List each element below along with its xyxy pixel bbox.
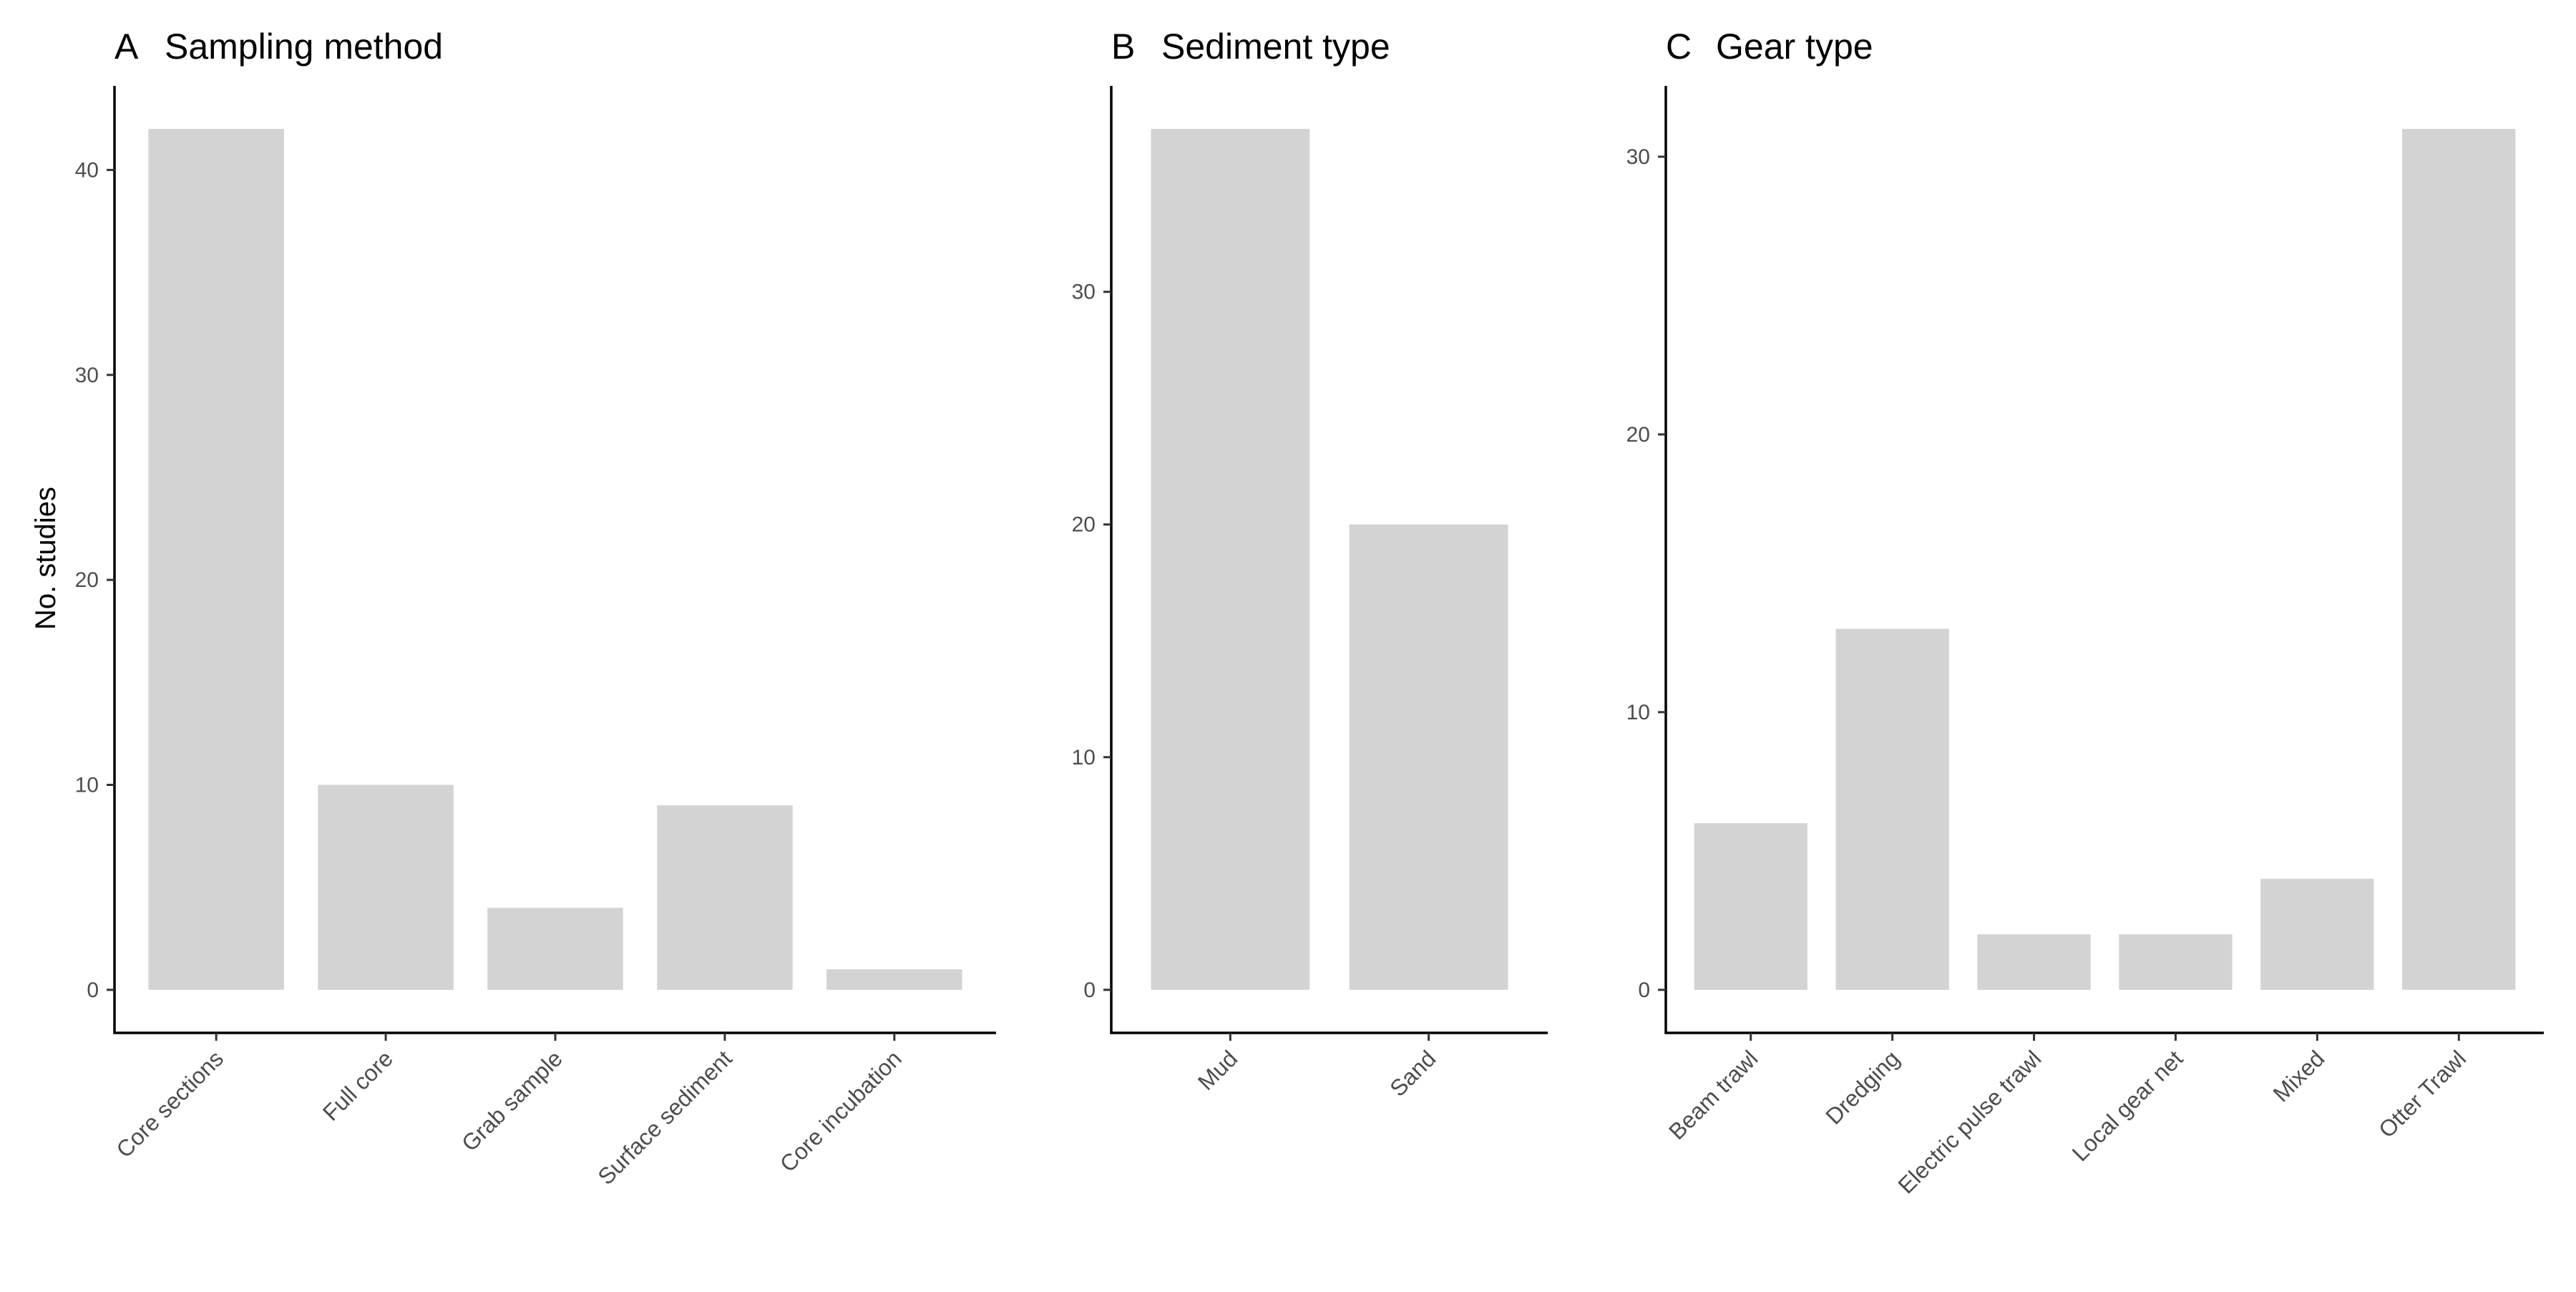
panel-a-letter: A — [114, 26, 139, 67]
bar-b-1 — [1349, 524, 1508, 990]
panel-b-title: Sediment type — [1161, 26, 1390, 67]
y-tick-label-a-30: 30 — [75, 364, 99, 387]
bar-a-4 — [826, 969, 962, 990]
y-tick-label-a-40: 40 — [75, 158, 99, 182]
panel-a-title: Sampling method — [165, 26, 443, 67]
x-tick-label-a-4: Core incubation — [775, 1045, 907, 1177]
y-tick-label-a-10: 10 — [75, 774, 99, 797]
x-tick-label-c-2: Electric pulse trawl — [1893, 1045, 2046, 1198]
panel-c-title: Gear type — [1716, 26, 1873, 67]
bar-c-2 — [1977, 934, 2091, 990]
y-tick-label-b-30: 30 — [1072, 281, 1096, 304]
bar-a-2 — [487, 908, 623, 990]
bar-c-5 — [2402, 129, 2516, 990]
panel-b-letter: B — [1111, 26, 1135, 67]
bar-a-1 — [318, 785, 454, 990]
y-tick-label-c-20: 20 — [1626, 423, 1650, 447]
x-tick-label-c-3: Local gear net — [2067, 1045, 2188, 1166]
x-tick-label-a-2: Grab sample — [457, 1045, 567, 1156]
x-tick-label-b-1: Sand — [1385, 1045, 1440, 1101]
bar-a-3 — [657, 805, 793, 990]
bar-c-3 — [2119, 934, 2233, 990]
y-tick-label-a-0: 0 — [87, 978, 99, 1002]
y-tick-label-b-20: 20 — [1072, 513, 1096, 537]
bar-c-0 — [1694, 823, 1807, 990]
x-tick-label-a-3: Surface sediment — [592, 1045, 737, 1190]
x-tick-label-c-4: Mixed — [2268, 1045, 2330, 1107]
x-tick-label-c-5: Otter Trawl — [2373, 1045, 2471, 1142]
x-tick-label-b-0: Mud — [1193, 1045, 1242, 1094]
y-axis-title: No. studies — [30, 487, 62, 630]
y-tick-label-b-0: 0 — [1083, 978, 1096, 1002]
x-tick-label-a-0: Core sections — [111, 1045, 228, 1162]
y-tick-label-b-10: 10 — [1072, 746, 1096, 769]
y-tick-label-c-30: 30 — [1626, 145, 1650, 169]
bar-c-4 — [2260, 878, 2374, 990]
x-tick-label-c-0: Beam trawl — [1664, 1045, 1763, 1145]
y-tick-label-c-10: 10 — [1626, 701, 1650, 724]
bar-b-0 — [1151, 129, 1310, 990]
y-tick-label-c-0: 0 — [1638, 978, 1650, 1002]
y-tick-label-a-20: 20 — [75, 568, 99, 592]
bar-c-1 — [1835, 628, 1949, 990]
x-tick-label-c-1: Dredging — [1820, 1045, 1904, 1129]
panel-c-letter: C — [1666, 26, 1692, 67]
x-tick-label-a-1: Full core — [318, 1045, 398, 1125]
bar-a-0 — [148, 129, 284, 990]
